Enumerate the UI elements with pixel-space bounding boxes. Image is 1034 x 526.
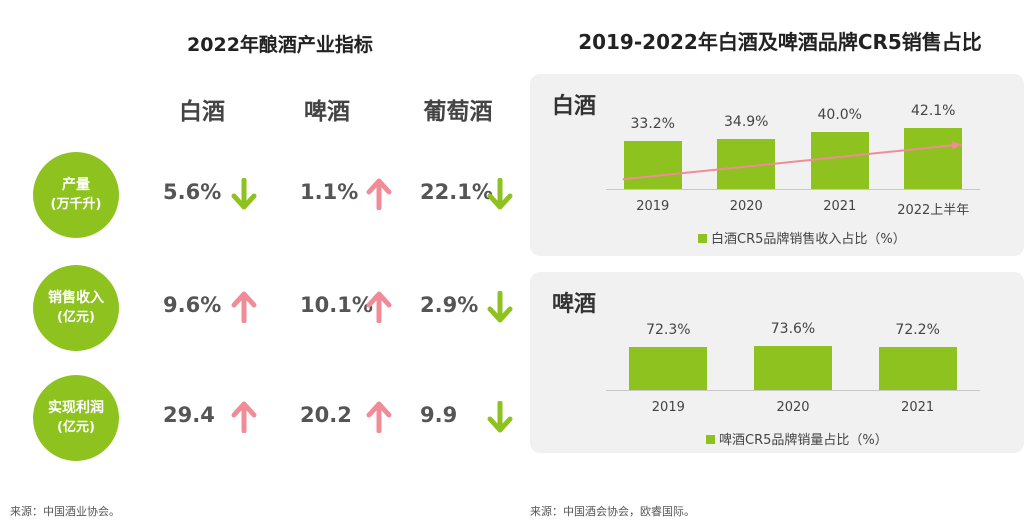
value-xiaoshou-shouru-baijiu: 9.6% xyxy=(163,293,222,317)
value-chanliang-pijiu: 1.1% xyxy=(300,180,359,204)
arrow-up-icon xyxy=(231,291,257,323)
bar-value-label: 73.6% xyxy=(770,321,816,338)
bar-value-label: 72.3% xyxy=(646,322,691,339)
legend-label: 啤酒CR5品牌销量占比（%） xyxy=(719,433,888,448)
x-axis-line xyxy=(606,390,980,391)
value-shixian-lirun-putaojiu: 9.9 xyxy=(420,403,458,427)
arrow-up-icon xyxy=(231,401,257,433)
indicator-unit: (亿元) xyxy=(57,420,95,435)
x-tick-label: 2019 xyxy=(651,400,685,415)
value-chanliang-baijiu: 5.6% xyxy=(163,180,222,204)
trend-arrow xyxy=(622,141,962,181)
arrow-down-icon xyxy=(487,401,513,433)
arrow-down-icon xyxy=(487,178,513,210)
indicator-circle-xiaoshou-shouru: 销售收入 (亿元) xyxy=(33,265,119,351)
column-header-pijiu: 啤酒 xyxy=(304,99,350,125)
bar-value-label: 33.2% xyxy=(630,116,675,133)
legend-swatch xyxy=(698,234,707,243)
bar-2019 xyxy=(629,347,708,390)
arrow-down-icon xyxy=(487,291,513,323)
indicator-label: 实现利润 xyxy=(48,400,104,416)
value-xiaoshou-shouru-pijiu: 10.1% xyxy=(300,293,373,317)
bar-2019 xyxy=(623,141,682,189)
legend-label: 白酒CR5品牌销售收入占比（%） xyxy=(711,232,906,247)
x-axis-line xyxy=(606,189,980,190)
trend-line xyxy=(622,143,962,181)
indicator-unit: (亿元) xyxy=(57,310,95,325)
arrow-up-icon xyxy=(366,178,392,210)
x-tick-label: 2020 xyxy=(776,400,810,415)
bar-2021 xyxy=(878,347,957,390)
trend-arrowhead xyxy=(951,141,962,150)
bar-2021 xyxy=(810,131,869,189)
chart-legend: 啤酒CR5品牌销量占比（%） xyxy=(706,429,888,448)
indicator-label: 产量 xyxy=(62,177,90,193)
right-source-note: 来源：中国酒会协会，欧睿国际。 xyxy=(530,505,695,518)
bar-value-label: 72.2% xyxy=(895,322,940,339)
left-source-note: 来源：中国酒业协会。 xyxy=(10,505,120,518)
right-title: 2019-2022年白酒及啤酒品牌CR5销售占比 xyxy=(578,30,982,54)
value-shixian-lirun-pijiu: 20.2 xyxy=(300,403,352,427)
bar-2022上半年 xyxy=(904,128,963,189)
indicator-circle-chanliang: 产量 (万千升) xyxy=(33,152,119,238)
left-title: 2022年酿酒产业指标 xyxy=(187,34,373,56)
arrow-up-icon xyxy=(366,291,392,323)
arrow-up-icon xyxy=(366,401,392,433)
value-chanliang-putaojiu: 22.1% xyxy=(420,180,493,204)
x-tick-label: 2020 xyxy=(729,199,763,214)
indicator-unit: (万千升) xyxy=(50,197,102,212)
x-tick-label: 2021 xyxy=(823,199,857,214)
baijiu-chart-panel: 白酒 33.2% 2019 34.9% 2020 40.0% 2021 42.1% 2022上… xyxy=(530,74,1024,256)
bar-value-label: 40.0% xyxy=(817,106,862,123)
baijiu-panel-label: 白酒 xyxy=(552,94,597,119)
x-tick-label: 2022上半年 xyxy=(897,203,970,218)
column-header-baijiu: 白酒 xyxy=(179,99,225,125)
bar-2020 xyxy=(754,346,832,390)
value-xiaoshou-shouru-putaojiu: 2.9% xyxy=(420,293,479,317)
column-header-putaojiu: 葡萄酒 xyxy=(423,99,493,125)
bar-value-label: 42.1% xyxy=(911,103,956,120)
legend-swatch xyxy=(706,435,715,444)
pijiu-chart-panel: 啤酒 72.3% 2019 73.6% 2020 72.2% 2021 啤酒CR5品牌销量占… xyxy=(530,272,1024,453)
indicator-label: 销售收入 xyxy=(48,290,104,306)
x-tick-label: 2019 xyxy=(636,199,670,214)
bar-value-label: 34.9% xyxy=(724,113,769,130)
value-shixian-lirun-baijiu: 29.4 xyxy=(163,403,215,427)
x-tick-label: 2021 xyxy=(901,400,935,415)
indicator-circle-shixian-lirun: 实现利润 (亿元) xyxy=(33,375,119,461)
chart-legend: 白酒CR5品牌销售收入占比（%） xyxy=(698,228,906,247)
pijiu-panel-label: 啤酒 xyxy=(552,292,597,317)
arrow-down-icon xyxy=(231,178,257,210)
